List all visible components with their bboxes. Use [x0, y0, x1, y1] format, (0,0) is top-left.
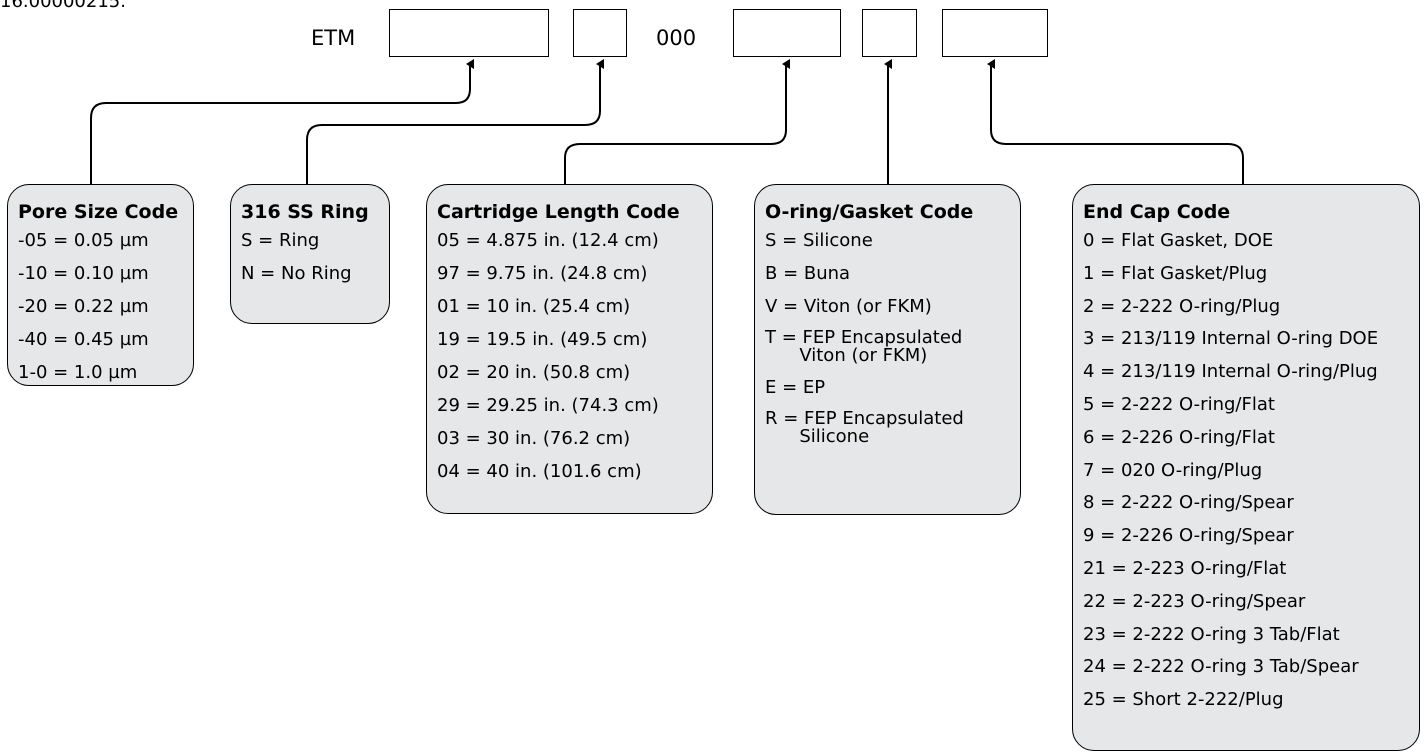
oring-gasket-item: V = Viton (or FKM)	[765, 296, 932, 317]
pore-size-item: -10 = 0.10 µm	[18, 263, 149, 284]
cartridge-length-item: 97 = 9.75 in. (24.8 cm)	[437, 263, 648, 284]
oring-gasket-panel: O-ring/Gasket Code S = Silicone B = Buna…	[754, 184, 1021, 515]
ring-connector	[306, 59, 604, 184]
end-cap-item: 23 = 2-222 O-ring 3 Tab/Flat	[1083, 623, 1340, 645]
end-cap-item: 8 = 2-222 O-ring/Spear	[1083, 492, 1294, 514]
end-cap-item: 6 = 2-226 O-ring/Flat	[1083, 426, 1275, 448]
oring-gasket-box[interactable]	[862, 9, 917, 57]
cartridge-length-title: Cartridge Length Code	[437, 201, 680, 223]
end-cap-item: 21 = 2-223 O-ring/Flat	[1083, 557, 1287, 579]
oring-gasket-item: B = Buna	[765, 263, 851, 284]
ring-item: S = Ring	[241, 230, 320, 251]
ring-box[interactable]	[573, 9, 627, 57]
cartridge-length-item: 02 = 20 in. (50.8 cm)	[437, 362, 631, 383]
pore-size-title: Pore Size Code	[18, 201, 179, 223]
pore-size-item: -20 = 0.22 µm	[18, 296, 149, 317]
end-cap-item: 24 = 2-222 O-ring 3 Tab/Spear	[1083, 656, 1359, 678]
oring-gasket-item: T = FEP Encapsulated Viton (or FKM)	[765, 327, 963, 366]
pore-size-panel: Pore Size Code -05 = 0.05 µm -10 = 0.10 …	[7, 184, 194, 386]
cartridge-length-item: 04 = 40 in. (101.6 cm)	[437, 461, 642, 482]
pore-size-box[interactable]	[389, 9, 549, 57]
cartridge-length-item: 01 = 10 in. (25.4 cm)	[437, 296, 631, 317]
oring-gasket-item: R = FEP Encapsulated Silicone	[765, 408, 964, 447]
cartridge-length-item: 19 = 19.5 in. (49.5 cm)	[437, 329, 648, 350]
cartridge-length-box[interactable]	[733, 9, 841, 57]
oring-gasket-item: S = Silicone	[765, 230, 873, 251]
cartridge-length-item: 29 = 29.25 in. (74.3 cm)	[437, 395, 659, 416]
end-cap-panel: End Cap Code 0 = Flat Gasket, DOE 1 = Fl…	[1072, 184, 1420, 751]
fixed-segment-label: 000	[656, 26, 697, 50]
end-cap-connector	[987, 59, 1244, 184]
end-cap-item: 1 = Flat Gasket/Plug	[1083, 262, 1268, 284]
prefix-label: ETM	[311, 26, 356, 50]
end-cap-box[interactable]	[942, 9, 1048, 57]
ring-title: 316 SS Ring	[241, 201, 369, 223]
end-cap-title: End Cap Code	[1083, 201, 1231, 223]
ring-panel: 316 SS Ring S = Ring N = No Ring	[230, 184, 390, 324]
cartridge-length-panel: Cartridge Length Code 05 = 4.875 in. (12…	[426, 184, 713, 514]
pore-size-connector	[90, 59, 474, 184]
end-cap-item: 2 = 2-222 O-ring/Plug	[1083, 295, 1281, 317]
pore-size-item: -40 = 0.45 µm	[18, 329, 149, 350]
cartridge-length-connector	[564, 59, 790, 184]
ring-item: N = No Ring	[241, 263, 352, 284]
end-cap-item: 3 = 213/119 Internal O-ring DOE	[1083, 328, 1379, 350]
top-cut-text: 16.00000215.	[0, 0, 126, 12]
oring-gasket-item: E = EP	[765, 377, 826, 398]
end-cap-item: 4 = 213/119 Internal O-ring/Plug	[1083, 361, 1378, 383]
cartridge-length-item: 03 = 30 in. (76.2 cm)	[437, 428, 631, 449]
end-cap-item: 0 = Flat Gasket, DOE	[1083, 230, 1274, 251]
cartridge-length-item: 05 = 4.875 in. (12.4 cm)	[437, 230, 659, 251]
pore-size-item: 1-0 = 1.0 µm	[18, 362, 138, 383]
end-cap-item: 5 = 2-222 O-ring/Flat	[1083, 393, 1275, 415]
oring-gasket-title: O-ring/Gasket Code	[765, 201, 974, 223]
end-cap-item: 22 = 2-223 O-ring/Spear	[1083, 590, 1306, 612]
end-cap-item: 7 = 020 O-ring/Plug	[1083, 459, 1263, 481]
pore-size-item: -05 = 0.05 µm	[18, 230, 149, 251]
end-cap-item: 25 = Short 2-222/Plug	[1083, 689, 1284, 711]
end-cap-item: 9 = 2-226 O-ring/Spear	[1083, 525, 1294, 547]
